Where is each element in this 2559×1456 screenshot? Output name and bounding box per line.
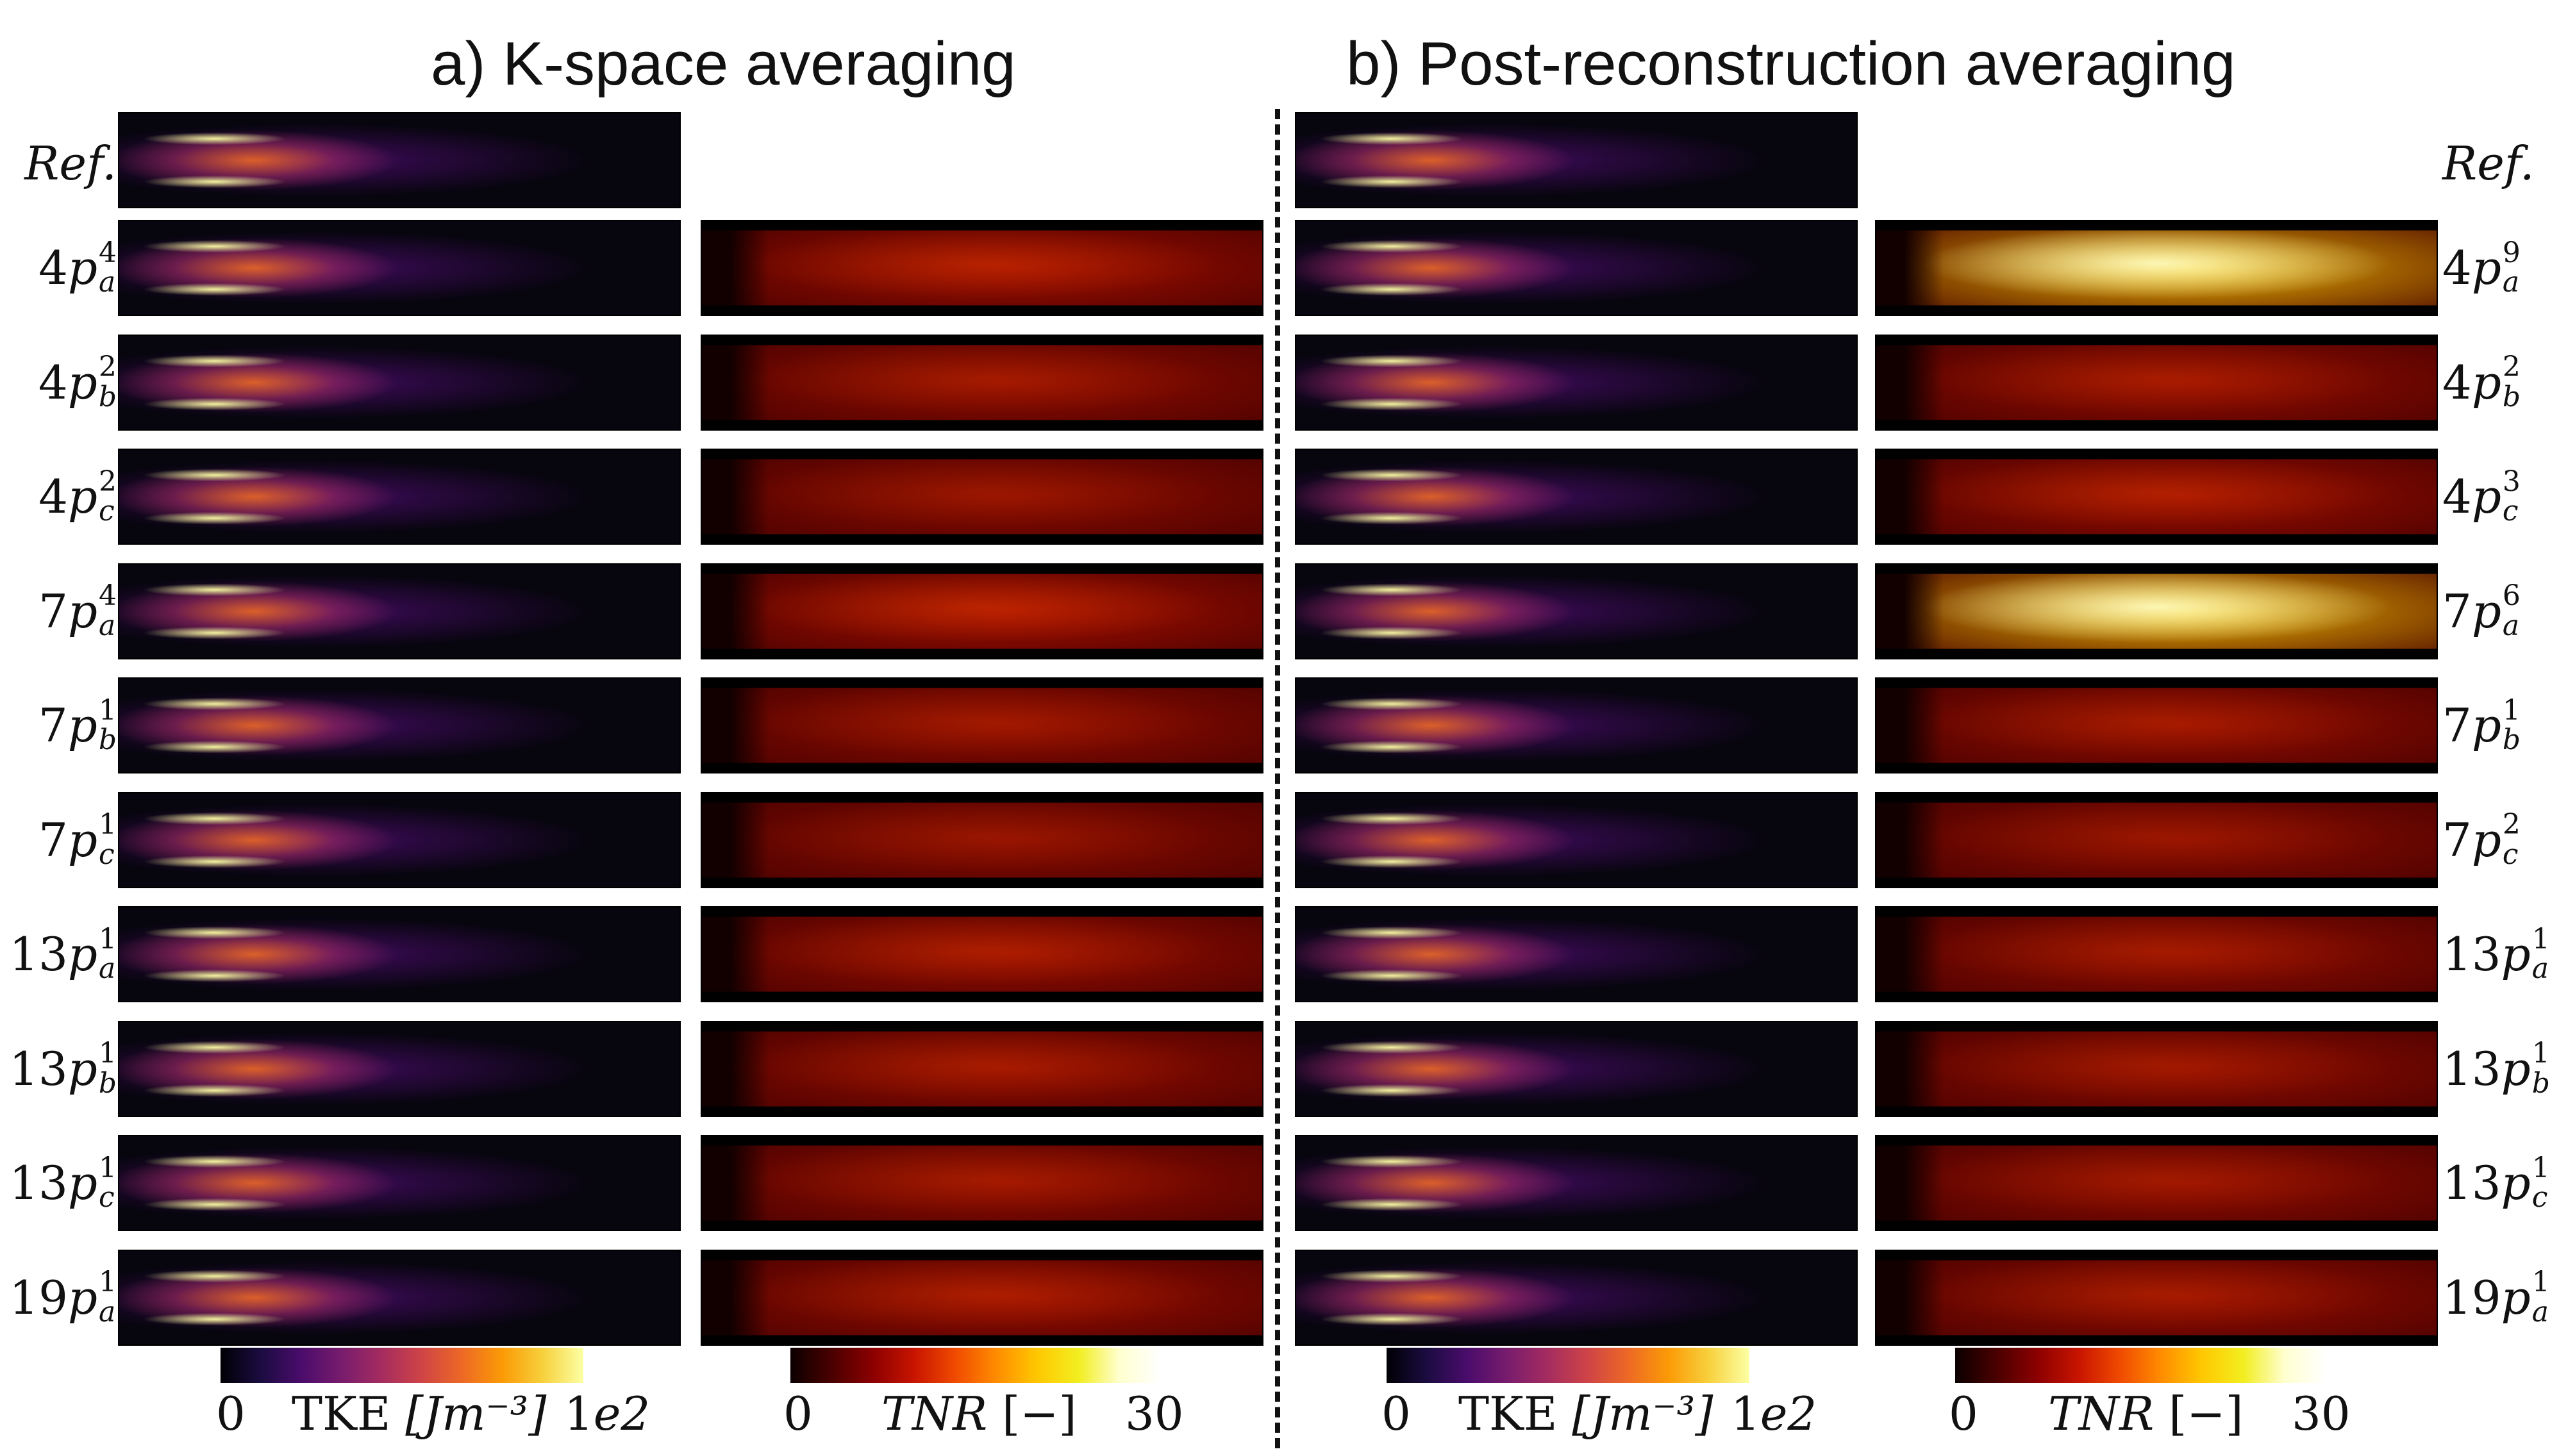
tnr-map-b — [1875, 220, 2438, 316]
tnr-map-b — [1875, 1249, 2438, 1346]
tke-colorbar-a — [221, 1348, 583, 1383]
ref-tke-map-a — [118, 112, 681, 208]
tke-colorbar-b — [1387, 1348, 1749, 1383]
tnr-map-b — [1875, 334, 2438, 431]
tnr-map-a — [701, 677, 1263, 774]
tnr-colorbar-min-a: 0 — [783, 1387, 813, 1441]
tke-map-b — [1295, 677, 1858, 774]
tke-map-b — [1295, 334, 1858, 431]
tnr-colorbar-max-b: 30 — [2292, 1387, 2351, 1441]
tnr-map-a — [701, 1135, 1263, 1231]
tnr-map-b — [1875, 677, 2438, 774]
tnr-map-a — [701, 449, 1263, 545]
ref-label-left: Ref. — [24, 136, 117, 190]
tnr-map-b — [1875, 449, 2438, 545]
tnr-colorbar-min-b: 0 — [1949, 1387, 1978, 1441]
tnr-map-b — [1875, 563, 2438, 659]
tnr-map-a — [701, 334, 1263, 431]
row-label-left: 19 p 1 a — [9, 1266, 117, 1328]
tke-colorbar-label-b: TKE [Jm⁻³] — [1458, 1387, 1713, 1441]
tke-map-b — [1295, 563, 1858, 659]
tnr-colorbar-b — [1955, 1348, 2326, 1383]
tnr-map-a — [701, 791, 1263, 888]
tnr-map-b — [1875, 1135, 2438, 1231]
row-label-right: 13 p 1 b — [2442, 1037, 2550, 1100]
tke-map-b — [1295, 1135, 1858, 1231]
tke-map-a — [118, 563, 681, 659]
tnr-map-a — [701, 1020, 1263, 1117]
tnr-map-a — [701, 906, 1263, 1002]
row-label-left: 13 p 1 b — [9, 1037, 117, 1100]
row-label-right: 19 p 1 a — [2442, 1266, 2550, 1328]
tnr-map-a — [701, 220, 1263, 316]
column-divider — [1275, 109, 1280, 1448]
tke-colorbar-label-a: TKE [Jm⁻³] — [292, 1387, 547, 1441]
tke-map-a — [118, 1135, 681, 1231]
tke-map-b — [1295, 1249, 1858, 1346]
tnr-map-a — [701, 563, 1263, 659]
tnr-colorbar-a — [790, 1348, 1161, 1383]
tnr-colorbar-label-b: TNR [−] — [2048, 1387, 2244, 1441]
row-label-left: 13 p 1 c — [9, 1151, 117, 1214]
tke-map-a — [118, 791, 681, 888]
tke-colorbar-min-a: 0 — [216, 1387, 246, 1441]
ref-tke-map-b — [1295, 112, 1858, 208]
row-label-right: 13 p 1 c — [2442, 1151, 2550, 1214]
tke-map-b — [1295, 791, 1858, 888]
tnr-colorbar-label-a: TNR [−] — [881, 1387, 1077, 1441]
tnr-map-b — [1875, 1020, 2438, 1117]
row-label-right: 13 p 1 a — [2442, 922, 2550, 985]
title-kspace-averaging: a) K-space averaging — [431, 29, 1016, 98]
tke-map-a — [118, 1249, 681, 1346]
tke-map-a — [118, 677, 681, 774]
tke-map-a — [118, 1020, 681, 1117]
title-post-reconstruction-averaging: b) Post-reconstruction averaging — [1346, 29, 2236, 98]
tke-map-a — [118, 334, 681, 431]
tke-map-b — [1295, 220, 1858, 316]
tnr-map-a — [701, 1249, 1263, 1346]
tke-map-a — [118, 220, 681, 316]
tnr-colorbar-max-a: 30 — [1125, 1387, 1184, 1441]
tnr-map-b — [1875, 906, 2438, 1002]
tke-map-a — [118, 906, 681, 1002]
tke-colorbar-max-a: 1e2 — [564, 1387, 651, 1441]
row-label-left: 13 p 1 a — [9, 922, 117, 985]
tke-map-a — [118, 449, 681, 545]
ref-label-right: Ref. — [2442, 136, 2535, 190]
tke-map-b — [1295, 1020, 1858, 1117]
tke-colorbar-min-b: 0 — [1381, 1387, 1411, 1441]
tnr-map-b — [1875, 791, 2438, 888]
tke-map-b — [1295, 906, 1858, 1002]
tke-colorbar-max-b: 1e2 — [1731, 1387, 1817, 1441]
tke-map-b — [1295, 449, 1858, 545]
